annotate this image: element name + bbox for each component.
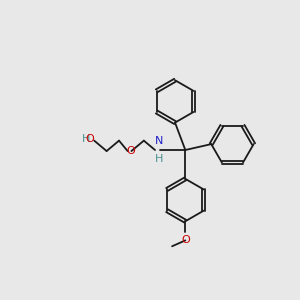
Text: H: H — [82, 134, 91, 144]
Text: N: N — [154, 136, 163, 146]
Text: O: O — [181, 236, 190, 245]
Text: H: H — [154, 154, 163, 164]
Text: O: O — [126, 146, 135, 156]
Text: O: O — [85, 134, 94, 144]
